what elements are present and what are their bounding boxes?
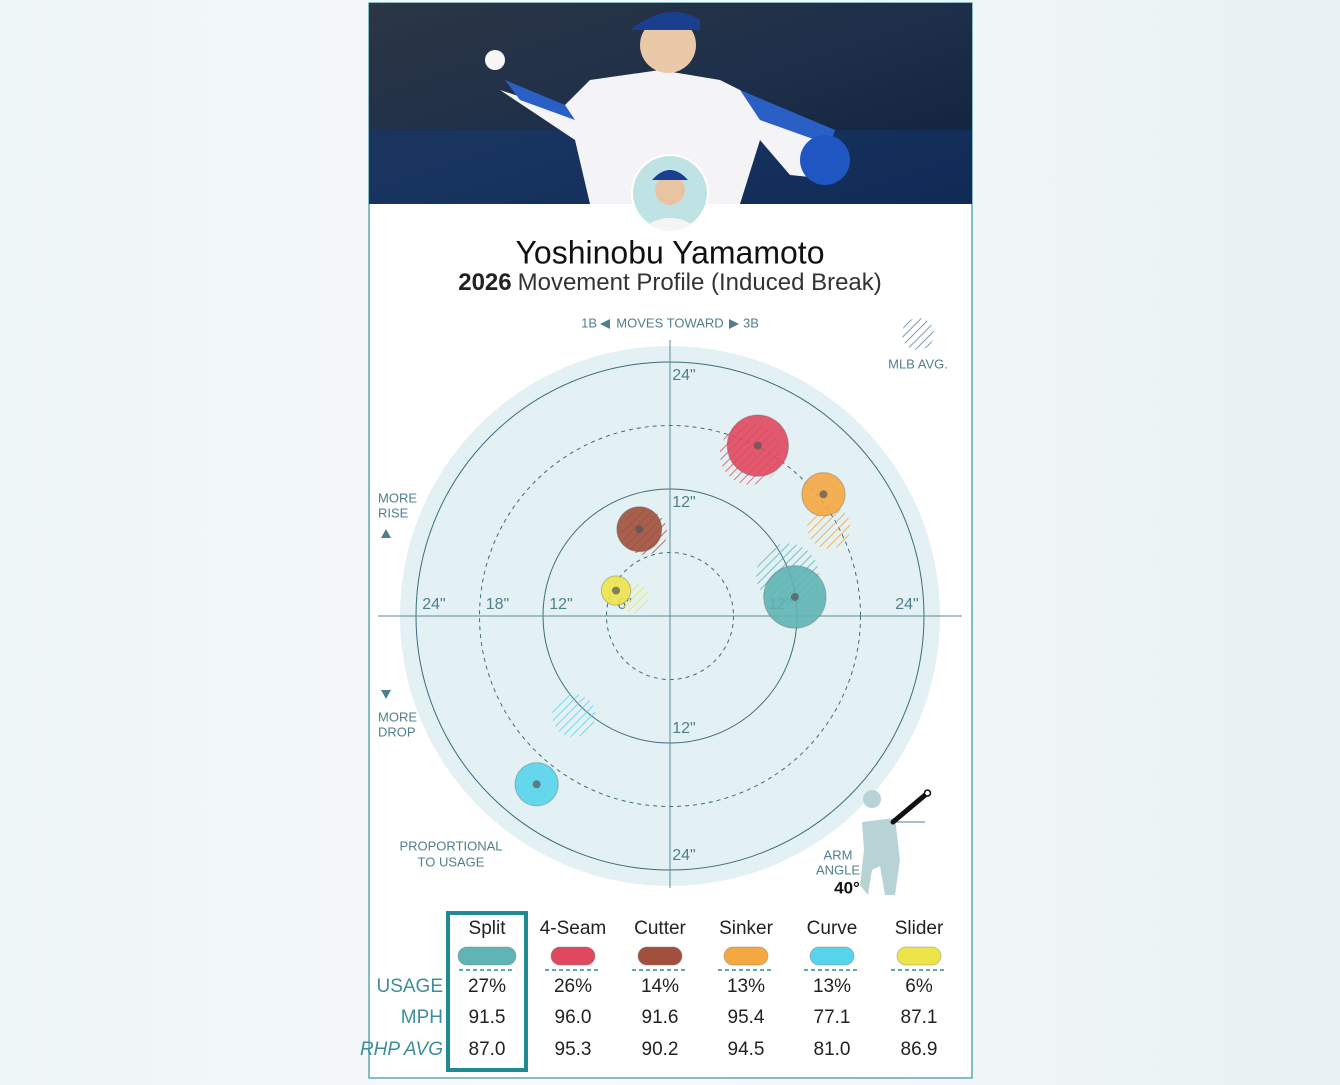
pitch-name: Split: [469, 918, 507, 939]
subtitle-text: Movement Profile (Induced Break): [518, 269, 882, 296]
usage: 26%: [554, 976, 592, 997]
row-label: RHP AVG: [360, 1039, 443, 1060]
mph: 91.5: [469, 1007, 506, 1028]
axis-label: 1B: [581, 315, 597, 330]
pitch-center: [635, 525, 644, 534]
subtitle: 2026 Movement Profile (Induced Break): [458, 269, 882, 296]
rhp-avg: 81.0: [814, 1039, 851, 1060]
pitch-name: 4-Seam: [540, 918, 607, 939]
axis-label: RISE: [378, 505, 409, 520]
mph: 95.4: [728, 1007, 765, 1028]
legend-swatch: [809, 946, 855, 966]
pitch-name: Curve: [807, 918, 858, 939]
ring-label: 24": [422, 596, 445, 613]
axis-label: ARM: [824, 847, 853, 862]
rhp-avg: 95.3: [555, 1039, 592, 1060]
row-label: MPH: [401, 1007, 443, 1028]
usage: 13%: [813, 976, 851, 997]
axis-label: MORE: [378, 490, 417, 505]
axis-label: 3B: [743, 315, 759, 330]
mph: 77.1: [814, 1007, 851, 1028]
legend-swatch: [723, 946, 769, 966]
pitch-center: [532, 780, 541, 789]
usage: 27%: [468, 976, 506, 997]
row-label: USAGE: [376, 976, 443, 997]
legend-swatch: [896, 946, 942, 966]
ring-label: 24": [672, 847, 695, 864]
pitch-center: [819, 490, 828, 499]
legend-swatch: [457, 946, 517, 966]
pitch-center: [790, 592, 799, 601]
pitcher-silhouette: [860, 790, 900, 895]
ring-label: 18": [486, 596, 509, 613]
axis-label: PROPORTIONAL: [399, 838, 502, 853]
ring-label: 12": [672, 494, 695, 511]
mph: 91.6: [642, 1007, 679, 1028]
usage: 14%: [641, 976, 679, 997]
rhp-avg: 87.0: [469, 1039, 506, 1060]
highlight-box: [446, 911, 528, 1072]
rhp-avg: 90.2: [642, 1039, 679, 1060]
arm-angle-value: 40°: [834, 878, 860, 897]
mph: 87.1: [901, 1007, 938, 1028]
ring-label: 12": [672, 720, 695, 737]
player-name: Yoshinobu Yamamoto: [516, 234, 825, 270]
pitch-name: Slider: [895, 918, 944, 939]
mlb-avg: [807, 505, 851, 549]
pitch-name: Cutter: [634, 918, 686, 939]
pitch-center: [753, 441, 762, 450]
usage: 6%: [905, 976, 933, 997]
usage: 13%: [727, 976, 765, 997]
pitch-center: [612, 586, 621, 595]
arm-end: [923, 789, 932, 797]
axis-label: TO USAGE: [418, 854, 485, 869]
mlb-avg: [552, 693, 596, 738]
legend-avg-label: MLB AVG.: [888, 356, 948, 371]
rhp-avg: 94.5: [728, 1039, 765, 1060]
ring-label: 24": [895, 596, 918, 613]
legend-swatch: [637, 946, 683, 966]
legend-swatch: [550, 946, 596, 966]
rhp-avg: 86.9: [901, 1039, 938, 1060]
avatar: [631, 154, 709, 232]
axis-label: DROP: [378, 724, 416, 739]
axis-label: ANGLE: [816, 862, 860, 877]
pitch-name: Sinker: [719, 918, 774, 939]
ring-label: 24": [672, 367, 695, 384]
season: 2026: [458, 269, 511, 296]
legend-avg-swatch: [902, 318, 934, 350]
axis-label: MOVES TOWARD: [616, 315, 723, 330]
axis-label: MORE: [378, 709, 417, 724]
arm-angle: [890, 790, 930, 825]
mph: 96.0: [555, 1007, 592, 1028]
ring-label: 12": [549, 596, 572, 613]
